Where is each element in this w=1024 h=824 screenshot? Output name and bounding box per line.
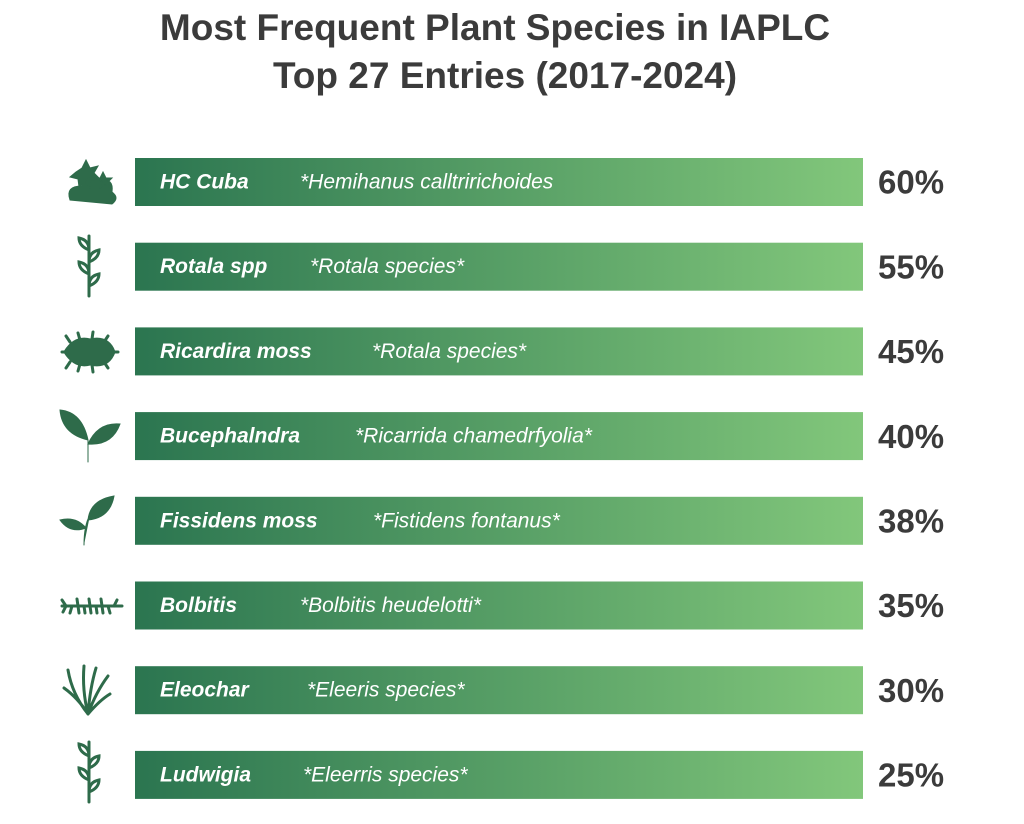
species-name: *Bolbitis heudelotti* [300, 594, 482, 617]
bar [135, 496, 863, 545]
row: Ricardira moss *Rotala species* 45% [60, 327, 944, 376]
plant-name: HC Cuba [160, 171, 249, 194]
title: Most Frequent Plant Species in IAPLC [160, 7, 830, 48]
percent: 60% [878, 164, 944, 201]
percent: 25% [878, 757, 944, 794]
percent: 55% [878, 248, 944, 285]
percent: 30% [878, 672, 944, 709]
bar [135, 412, 863, 461]
row: Fissidens moss *Fistidens fontanus* 38% [59, 495, 944, 546]
plant-icon [60, 597, 124, 615]
bar [135, 327, 863, 376]
species-name: *Rotala species* [310, 255, 465, 278]
plant-icon [62, 664, 112, 716]
plant-icon [59, 495, 115, 546]
species-name: *Rotala species* [372, 340, 527, 363]
bar [135, 581, 863, 630]
species-name: *Eleeris species* [307, 679, 465, 702]
subtitle: Top 27 Entries (2017-2024) [273, 55, 737, 96]
percent: 45% [878, 333, 944, 370]
plant-name: Eleochar [160, 679, 251, 702]
plant-icon [68, 158, 117, 205]
plant-name: Bolbitis [160, 594, 237, 617]
row: HC Cuba *Hemihanus calltririchoides 60% [68, 158, 944, 206]
percent: 38% [878, 503, 944, 540]
plant-name: Rotala spp [160, 255, 268, 278]
row: Ludwigia *Eleerris species* 25% [77, 740, 944, 804]
bar [135, 158, 863, 206]
species-name: *Ricarrida chamedrfyolia* [355, 425, 593, 448]
bar [135, 242, 863, 291]
plant-icon [59, 409, 121, 463]
row: Rotala spp *Rotala species* 55% [77, 234, 944, 298]
percent: 35% [878, 587, 944, 624]
species-name: *Eleerris species* [303, 763, 468, 786]
row: Eleochar *Eleeris species* 30% [62, 664, 944, 716]
species-name: *Fistidens fontanus* [373, 509, 561, 532]
plant-name: Ricardira moss [160, 340, 312, 363]
plant-name: Ludwigia [160, 763, 251, 786]
row: Bucephalndra *Ricarrida chamedrfyolia* 40% [59, 409, 944, 463]
plant-name: Bucephalndra [160, 425, 300, 448]
species-name: *Hemihanus calltririchoides [300, 171, 554, 194]
plant-icon [60, 330, 120, 374]
percent: 40% [878, 418, 944, 455]
row: Bolbitis *Bolbitis heudelotti* 35% [60, 581, 944, 630]
bar [135, 666, 863, 715]
plant-name: Fissidens moss [160, 509, 318, 532]
plant-icon [77, 234, 101, 298]
rows: HC Cuba *Hemihanus calltririchoides 60% Rot… [59, 158, 944, 804]
bar [135, 750, 863, 799]
plant-icon [77, 740, 101, 804]
